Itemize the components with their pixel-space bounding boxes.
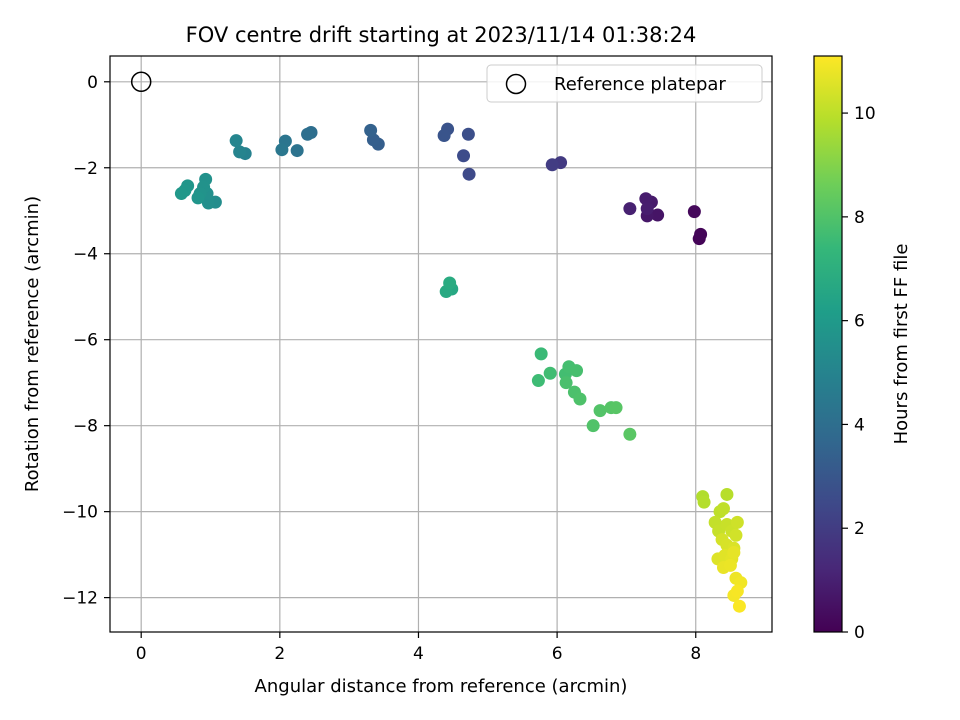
drift-point [730, 584, 744, 598]
drift-point [229, 134, 243, 148]
drift-point [639, 192, 653, 206]
drift-point [443, 276, 457, 290]
drift-point [457, 149, 471, 163]
drift-point [174, 187, 188, 201]
drift-point [732, 599, 746, 613]
drift-point [364, 123, 378, 137]
legend-label: Reference platepar [554, 74, 726, 95]
y-tick-label: −2 [73, 159, 98, 179]
y-axis-ticks: 0 −2 −4 −6 −8 −10 −12 [62, 73, 110, 609]
drift-point [723, 558, 737, 572]
plot-frame [109, 55, 773, 633]
drift-point [694, 227, 708, 241]
drift-point [233, 145, 247, 159]
drift-point [191, 191, 205, 205]
legend: Reference platepar [486, 64, 763, 103]
drift-point [461, 127, 475, 141]
drift-point [716, 502, 730, 516]
drift-point [730, 515, 744, 529]
y-tick-label: −4 [73, 245, 98, 265]
colorbar-ticks: 0 2 4 6 8 10 [842, 104, 876, 643]
colorbar-tick-label: 10 [854, 104, 876, 124]
y-axis-label: Rotation from reference (arcmin) [22, 196, 43, 492]
colorbar [813, 55, 843, 633]
legend-marker [505, 73, 527, 95]
colorbar-tick-label: 4 [854, 415, 865, 435]
drift-point [462, 167, 476, 181]
drift-point [697, 495, 711, 509]
x-axis-label: Angular distance from reference (arcmin) [255, 676, 628, 697]
drift-point [275, 143, 289, 157]
drift-point [573, 392, 587, 406]
x-tick-label: 2 [274, 644, 285, 664]
drift-point [290, 144, 304, 158]
colorbar-tick-label: 2 [854, 519, 865, 539]
drift-point [534, 347, 548, 361]
drift-point [623, 202, 637, 216]
y-tick-label: −8 [73, 417, 98, 437]
drift-point [720, 487, 734, 501]
drift-point [586, 419, 600, 433]
y-tick-label: 0 [87, 73, 98, 93]
legend-box [486, 64, 763, 103]
data-points [174, 122, 748, 613]
drift-point [651, 208, 665, 222]
colorbar-tick-label: 8 [854, 208, 865, 228]
drift-point [437, 129, 451, 143]
x-tick-label: 0 [136, 644, 147, 664]
x-tick-label: 8 [690, 644, 701, 664]
drift-point [570, 364, 584, 378]
reference-platepar-marker [130, 71, 152, 93]
drift-point [543, 366, 557, 380]
drift-point [593, 404, 607, 418]
drift-point [623, 427, 637, 441]
y-tick-label: −10 [62, 503, 98, 523]
grid-lines [110, 56, 772, 632]
drift-point [687, 205, 701, 219]
colorbar-tick-label: 0 [854, 623, 865, 643]
colorbar-label: Hours from first FF file [891, 244, 912, 445]
drift-point [301, 127, 315, 141]
y-tick-label: −12 [62, 589, 98, 609]
drift-point [559, 376, 573, 390]
chart-title: FOV centre drift starting at 2023/11/14 … [186, 23, 697, 47]
drift-point [640, 202, 654, 216]
drift-point [545, 158, 559, 172]
drift-point [729, 528, 743, 542]
drift-point [531, 374, 545, 388]
drift-point [609, 401, 623, 415]
x-tick-label: 6 [552, 644, 563, 664]
drift-point [727, 545, 741, 559]
x-tick-label: 4 [413, 644, 424, 664]
x-axis-ticks: 0 2 4 6 8 [136, 632, 701, 664]
y-tick-label: −6 [73, 331, 98, 351]
colorbar-tick-label: 6 [854, 312, 865, 332]
